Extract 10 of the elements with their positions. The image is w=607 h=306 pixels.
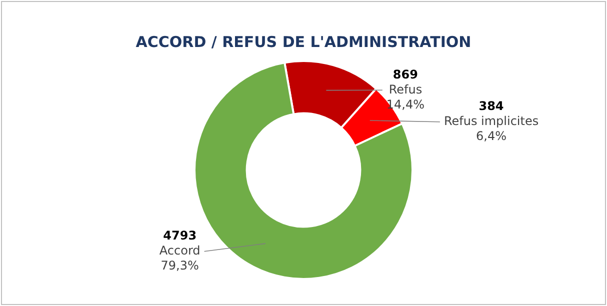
data-label: 6,4%: [476, 129, 507, 144]
data-label: 79,3%: [160, 258, 199, 273]
data-label: 14,4%: [386, 97, 425, 112]
text: 384: [478, 99, 504, 114]
text: 4793: [163, 228, 197, 243]
chart-title: ACCORD / REFUS DE L'ADMINISTRATION: [136, 32, 472, 51]
text: 869: [392, 67, 418, 82]
slice-label: Accord: [159, 244, 200, 258]
slice-label: Refus implicites: [444, 114, 539, 128]
slice-label: Refus: [388, 82, 422, 96]
